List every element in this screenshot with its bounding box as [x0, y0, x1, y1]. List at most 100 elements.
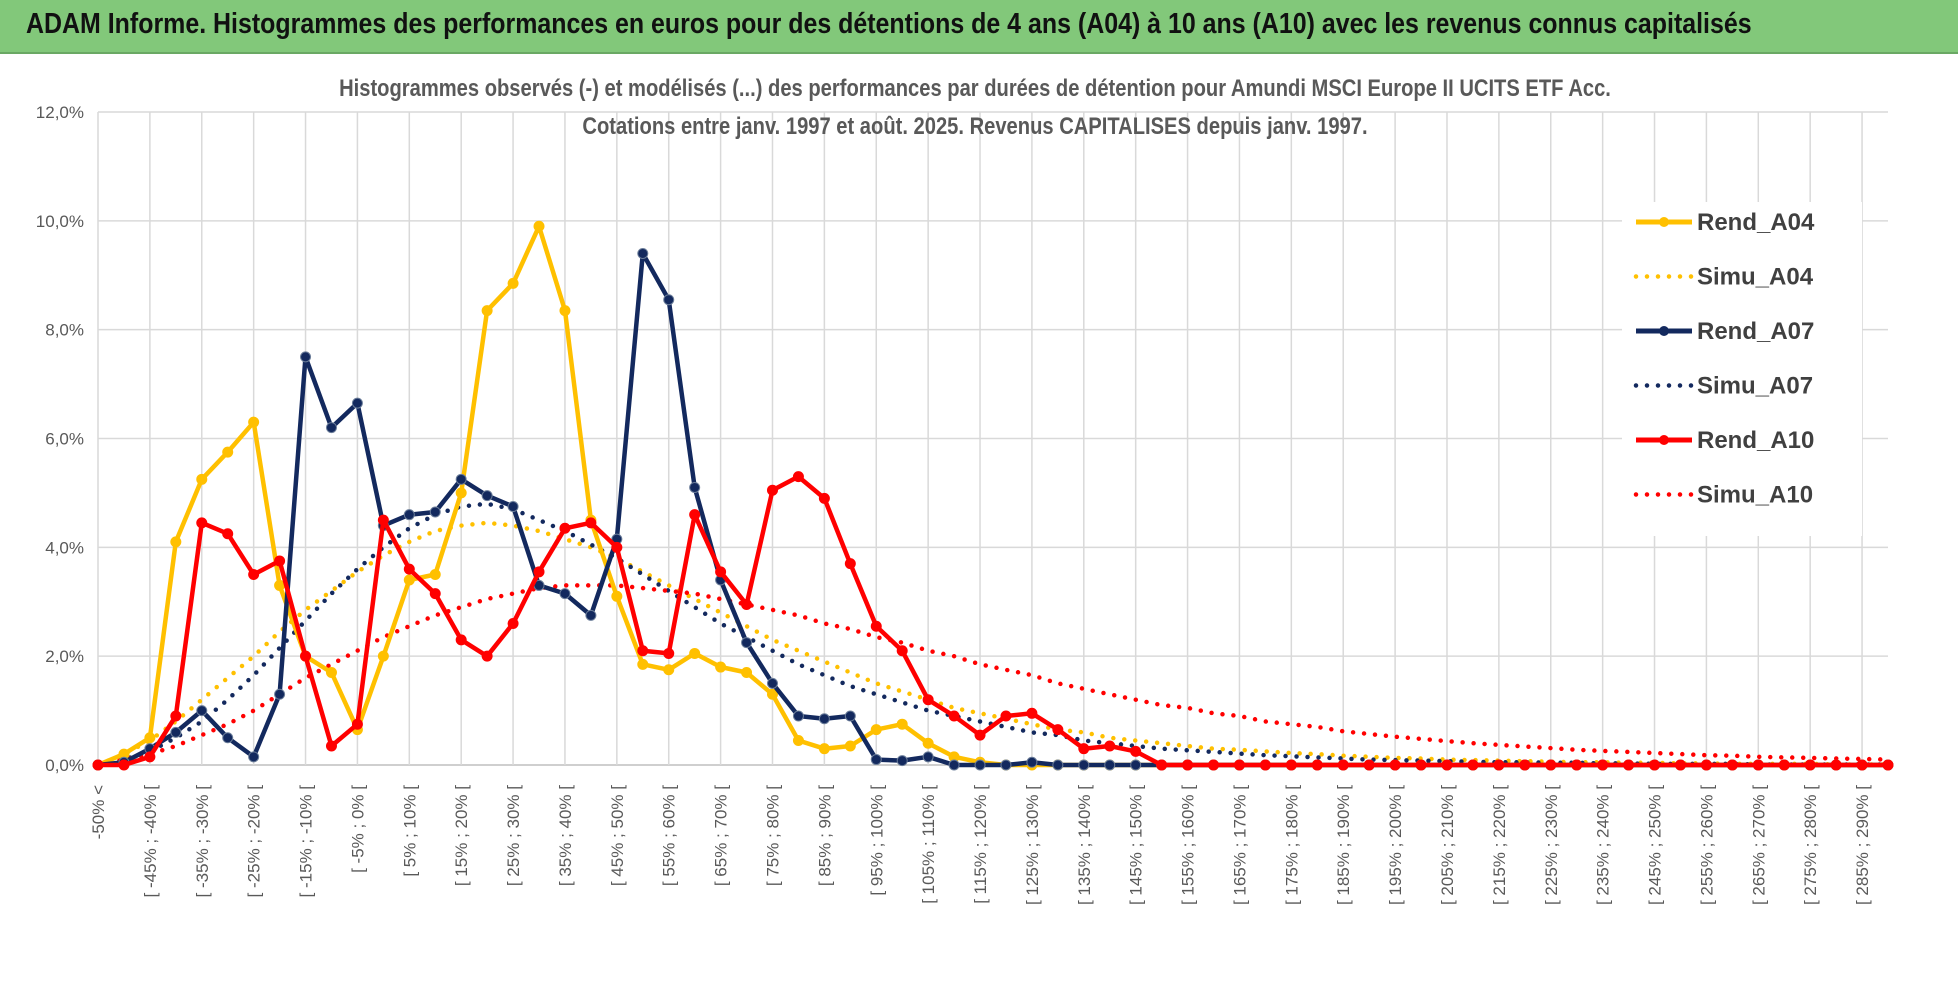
x-tick-label: [ 105% ; 110% [ [919, 785, 938, 904]
page-title: ADAM Informe. Histogrammes des performan… [26, 8, 1752, 40]
legend-item-rend_a07: Rend_A07 [1636, 318, 1814, 345]
x-tick-label: [ 205% ; 210% [ [1438, 785, 1457, 905]
data-point [741, 598, 753, 610]
data-point [403, 509, 415, 521]
y-tick-label: 8,0% [45, 321, 84, 340]
data-point [351, 397, 363, 409]
data-point [325, 740, 337, 752]
y-tick-label: 6,0% [45, 430, 84, 449]
data-point [144, 751, 156, 763]
data-point [507, 501, 519, 513]
data-point [1026, 707, 1038, 719]
y-tick-label: 0,0% [45, 756, 84, 775]
data-point [248, 751, 260, 763]
legend-label: Simu_A07 [1697, 373, 1813, 400]
data-point [715, 566, 727, 578]
series-simu_a10 [95, 583, 1891, 768]
data-point [481, 305, 493, 317]
data-point [1026, 756, 1038, 768]
data-point [689, 509, 701, 521]
data-point [1882, 759, 1894, 771]
data-point [274, 555, 286, 567]
data-point [1467, 759, 1479, 771]
x-tick-label: [ 15% ; 20% [ [452, 785, 471, 886]
data-point [481, 490, 493, 502]
data-point [1441, 759, 1453, 771]
data-point [637, 645, 649, 657]
data-point [818, 492, 830, 504]
data-point [870, 724, 882, 736]
data-point [1571, 759, 1583, 771]
series-line [95, 583, 1891, 768]
data-point [1337, 759, 1349, 771]
x-tick-label: [ -35% ; -30% [ [193, 785, 212, 898]
data-point [1104, 740, 1116, 752]
data-point [455, 487, 467, 499]
data-point [1493, 759, 1505, 771]
legend-item-simu_a10: Simu_A10 [1633, 482, 1813, 509]
data-point [274, 688, 286, 700]
x-tick-label: [ -25% ; -20% [ [245, 785, 264, 898]
data-point [948, 710, 960, 722]
data-point [1259, 759, 1271, 771]
x-tick-label: [ 285% ; 290% [ [1853, 785, 1872, 905]
data-point [741, 666, 753, 678]
legend-label: Simu_A04 [1697, 264, 1814, 291]
chart-legend: Rend_A04 Simu_A04 Rend_A07 Simu_A07 Rend_A10… [1622, 202, 1862, 536]
x-tick-label: [ 125% ; 130% [ [1023, 785, 1042, 905]
data-point [870, 620, 882, 632]
data-point [1389, 759, 1401, 771]
data-point [1752, 759, 1764, 771]
header-banner: ADAM Informe. Histogrammes des performan… [0, 0, 1958, 54]
data-point [403, 563, 415, 575]
data-point [1311, 759, 1323, 771]
data-point [325, 422, 337, 434]
x-tick-label: [ 25% ; 30% [ [504, 785, 523, 886]
data-point [1052, 724, 1064, 736]
data-point [1778, 759, 1790, 771]
x-tick-label: [ 245% ; 250% [ [1646, 785, 1665, 905]
data-point [1156, 759, 1168, 771]
data-point [300, 351, 312, 363]
legend-marker [1659, 217, 1669, 227]
data-point [1363, 759, 1375, 771]
series-line [95, 520, 1891, 768]
data-point [325, 666, 337, 678]
data-point [896, 645, 908, 657]
chart-series [92, 220, 1894, 771]
data-point [196, 473, 208, 485]
data-point [1415, 759, 1427, 771]
x-tick-label: [ 185% ; 190% [ [1334, 785, 1353, 905]
x-tick-label: [ 5% ; 10% [ [400, 785, 419, 877]
series-line [97, 224, 1888, 768]
x-tick-label: [ 35% ; 40% [ [556, 785, 575, 886]
data-point [1285, 759, 1297, 771]
data-point [922, 737, 934, 749]
data-point [300, 650, 312, 662]
legend-label: Rend_A04 [1697, 209, 1815, 236]
data-point [429, 588, 441, 600]
data-point [248, 569, 260, 581]
data-point [170, 710, 182, 722]
data-point [1078, 759, 1090, 771]
x-tick-label: [ 225% ; 230% [ [1542, 785, 1561, 905]
data-point [1000, 759, 1012, 771]
data-point [455, 634, 467, 646]
legend-label: Rend_A07 [1697, 318, 1814, 345]
x-tick-label: [ 45% ; 50% [ [608, 785, 627, 886]
x-tick-label: [ -5% ; 0% [ [348, 785, 367, 873]
data-point [689, 481, 701, 493]
data-point [351, 718, 363, 730]
data-point [455, 473, 467, 485]
data-point [222, 528, 234, 540]
data-point [818, 713, 830, 725]
data-point [1052, 759, 1064, 771]
data-point [792, 710, 804, 722]
data-point [1233, 759, 1245, 771]
data-point [585, 609, 597, 621]
data-point [844, 558, 856, 570]
chart-title: Histogrammes observés (-) et modélisés (… [339, 74, 1611, 101]
data-point [1674, 759, 1686, 771]
x-tick-label: [ -15% ; -10% [ [297, 785, 316, 898]
legend-label: Simu_A10 [1697, 482, 1813, 509]
